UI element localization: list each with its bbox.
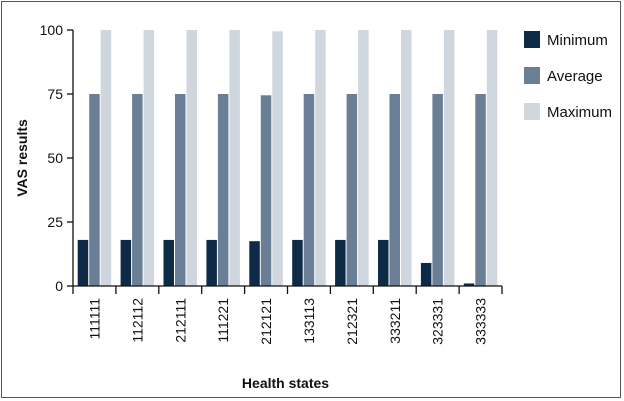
bar <box>229 30 240 286</box>
x-tick-label: 111221 <box>215 298 231 343</box>
bar <box>120 239 132 286</box>
bar <box>463 283 475 286</box>
bar <box>486 30 498 286</box>
y-tick-label: 0 <box>55 278 63 294</box>
y-axis-title: VAS results <box>14 119 30 197</box>
bar <box>260 95 272 286</box>
x-tick-label: 323331 <box>430 298 446 345</box>
x-tick-label: 212321 <box>344 298 360 345</box>
legend-label: Maximum <box>547 104 612 121</box>
legend-swatch <box>524 67 540 84</box>
bar <box>346 94 358 286</box>
bars-layer <box>77 30 498 287</box>
bar <box>401 30 412 286</box>
legend: Minimum Average Maximum <box>524 31 612 121</box>
legend-swatch <box>524 103 540 120</box>
x-ticks: 111111 112112 212111 111221 212121 133113 2123… <box>72 286 503 345</box>
bar <box>303 94 315 286</box>
x-axis-title: Health states <box>242 375 329 391</box>
bar <box>335 239 346 286</box>
legend-swatch <box>524 31 540 48</box>
bar <box>132 94 143 286</box>
x-tick-label: 111111 <box>86 298 102 340</box>
x-tick-label: 212121 <box>258 298 274 345</box>
bar <box>292 239 303 286</box>
bar <box>77 239 89 286</box>
bar <box>217 94 229 286</box>
bar <box>272 31 283 287</box>
bar <box>432 94 443 286</box>
bar <box>186 30 197 286</box>
bar <box>389 94 400 286</box>
legend-label: Minimum <box>547 32 608 49</box>
bar <box>420 262 432 286</box>
x-tick-label: 212111 <box>172 298 188 343</box>
bar <box>206 239 217 286</box>
bar <box>358 30 369 286</box>
legend-label: Average <box>547 68 603 85</box>
x-tick-label: 112112 <box>129 298 145 343</box>
bar <box>175 94 186 286</box>
bar <box>443 30 455 286</box>
bar <box>89 94 100 286</box>
bar <box>378 239 389 286</box>
bar <box>249 241 260 286</box>
y-ticks: 0 25 50 75 100 <box>40 22 73 294</box>
x-tick-label: 333333 <box>473 298 489 345</box>
y-tick-label: 100 <box>40 22 64 38</box>
bar <box>163 239 174 286</box>
bar <box>143 30 155 286</box>
bar <box>100 30 112 286</box>
x-tick-label: 133113 <box>301 298 317 344</box>
y-tick-label: 50 <box>47 150 63 166</box>
y-tick-label: 25 <box>47 214 63 230</box>
bar <box>315 30 326 286</box>
x-tick-label: 333211 <box>387 298 403 344</box>
y-tick-label: 75 <box>47 86 63 102</box>
bar <box>475 94 486 286</box>
